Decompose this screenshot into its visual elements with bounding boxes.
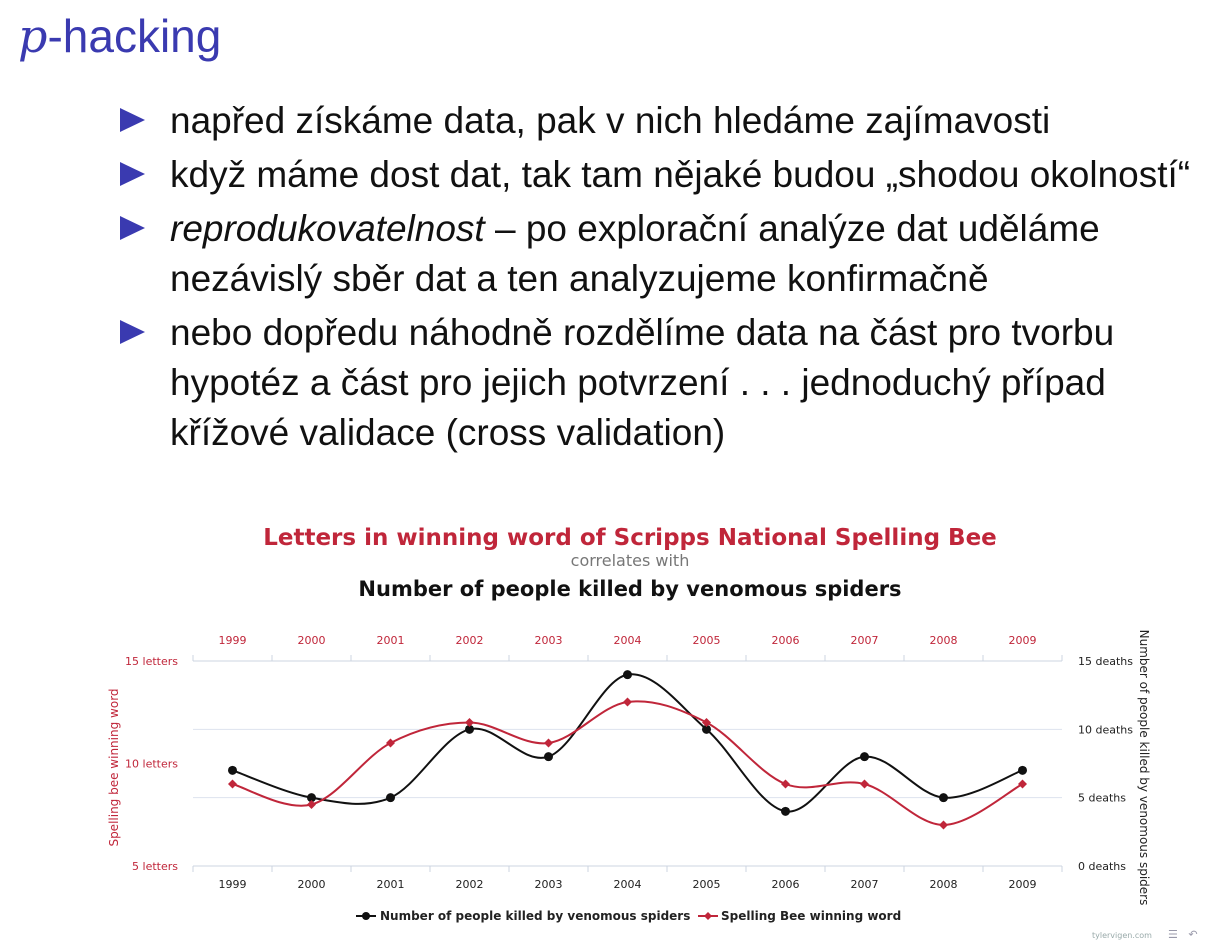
menu-icon[interactable]: ☰ xyxy=(1168,928,1178,941)
chart-axes: 1999 1999 2000 2000 2001 2001 2002 2002 2003 2003… xyxy=(107,630,1151,906)
right-tick-label: 0 deaths xyxy=(1078,860,1126,873)
data-point-spelling xyxy=(623,697,632,707)
data-point-spelling xyxy=(307,800,316,809)
legend-marker-spiders xyxy=(362,912,370,920)
chart-title-2: Number of people killed by venomous spid… xyxy=(358,577,901,601)
bullet-item: když máme dost dat, tak tam nějaké budou… xyxy=(118,150,1218,200)
data-point-spiders xyxy=(465,724,474,734)
data-point-spiders xyxy=(307,793,316,803)
x-tick-label-bottom: 2004 xyxy=(614,878,642,891)
x-tick-label-bottom: 2008 xyxy=(930,878,958,891)
data-point-spiders xyxy=(702,724,711,734)
data-point-spelling xyxy=(386,738,395,748)
bullet-emphasis: reprodukovatelnost xyxy=(170,208,485,249)
x-tick-label-top: 2009 xyxy=(1009,634,1037,647)
x-tick-label-bottom: 2002 xyxy=(456,878,484,891)
x-tick-label-top: 2007 xyxy=(851,634,879,647)
data-point-spelling xyxy=(228,779,237,789)
series-line-spelling xyxy=(232,700,1023,827)
series-line-spiders xyxy=(232,673,1023,813)
data-point-spelling xyxy=(860,779,869,789)
right-axis-title: Number of people killed by venomous spid… xyxy=(1137,630,1151,906)
x-tick-label-bottom: 2003 xyxy=(535,878,563,891)
data-point-spelling xyxy=(781,779,790,789)
data-point-spelling xyxy=(465,718,474,727)
x-tick-label-top: 2001 xyxy=(377,634,405,647)
x-tick-label-top: 2003 xyxy=(535,634,563,647)
x-tick-label-top: 2005 xyxy=(693,634,721,647)
data-point-spiders xyxy=(228,765,237,775)
undo-icon[interactable]: ↶ xyxy=(1188,928,1198,941)
x-tick-label-top: 2004 xyxy=(614,634,642,647)
legend-label-spelling: Spelling Bee winning word xyxy=(721,909,901,923)
slide-nav: ☰ ↶ xyxy=(1168,928,1198,941)
x-tick-label-bottom: 2000 xyxy=(298,878,326,891)
right-tick-label: 5 deaths xyxy=(1078,792,1126,805)
data-point-spiders xyxy=(1018,765,1027,775)
slide-title: p-hacking xyxy=(18,8,221,64)
left-tick-label: 5 letters xyxy=(132,860,178,873)
right-tick-label: 10 deaths xyxy=(1078,723,1133,736)
slide-title-p: p xyxy=(18,9,48,63)
data-point-spiders xyxy=(386,793,395,803)
correlation-chart: Letters in winning word of Scripps Natio… xyxy=(107,525,1151,923)
bullet-triangle-icon xyxy=(120,216,145,240)
data-point-spiders xyxy=(623,670,632,680)
data-point-spelling xyxy=(544,738,553,748)
x-tick-label-top: 2008 xyxy=(930,634,958,647)
data-point-spelling xyxy=(702,718,711,727)
data-point-spiders xyxy=(544,752,553,762)
chart-title: Letters in winning word of Scripps Natio… xyxy=(263,525,997,551)
x-tick-label-bottom: 2006 xyxy=(772,878,800,891)
legend-label-spiders: Number of people killed by venomous spid… xyxy=(380,909,690,923)
x-tick-label-bottom: 2005 xyxy=(693,878,721,891)
data-point-spelling xyxy=(939,820,948,830)
x-tick-label-bottom: 2007 xyxy=(851,878,879,891)
x-tick-label-bottom: 2001 xyxy=(377,878,405,891)
legend-marker-spelling xyxy=(704,912,712,920)
left-tick-label: 15 letters xyxy=(125,655,178,668)
chart-grid xyxy=(193,660,1062,867)
bullet-triangle-icon xyxy=(120,162,145,186)
bullet-item: reprodukovatelnost – po explorační analý… xyxy=(118,204,1218,304)
bullet-text: napřed získáme data, pak v nich hledáme … xyxy=(170,100,1051,141)
x-tick-label-top: 1999 xyxy=(219,634,247,647)
left-axis-title: Spelling bee winning word xyxy=(107,688,121,846)
bullet-item: napřed získáme data, pak v nich hledáme … xyxy=(118,96,1218,146)
bullet-text: když máme dost dat, tak tam nějaké budou… xyxy=(170,154,1191,195)
left-tick-label: 10 letters xyxy=(125,758,178,771)
source-watermark: tylervigen.com xyxy=(1092,931,1152,940)
bullet-text: nebo dopředu náhodně rozdělíme data na č… xyxy=(170,312,1115,453)
right-tick-label: 15 deaths xyxy=(1078,655,1133,668)
x-tick-label-top: 2002 xyxy=(456,634,484,647)
data-point-spiders xyxy=(860,752,869,762)
bullet-triangle-icon xyxy=(120,320,145,344)
slide-title-rest: -hacking xyxy=(47,10,222,62)
chart-subtitle: correlates with xyxy=(571,551,690,570)
x-tick-label-bottom: 2009 xyxy=(1009,878,1037,891)
chart-series xyxy=(228,670,1027,830)
bullet-list: napřed získáme data, pak v nich hledáme … xyxy=(118,96,1218,462)
x-tick-label-bottom: 1999 xyxy=(219,878,247,891)
data-point-spiders xyxy=(781,806,790,816)
x-tick-label-top: 2006 xyxy=(772,634,800,647)
x-tick-label-top: 2000 xyxy=(298,634,326,647)
data-point-spiders xyxy=(939,793,948,803)
bullet-triangle-icon xyxy=(120,108,145,132)
data-point-spelling xyxy=(1018,779,1027,789)
bullet-text: – po explorační analýze dat uděláme nezá… xyxy=(170,208,1100,299)
bullet-item: nebo dopředu náhodně rozdělíme data na č… xyxy=(118,308,1218,458)
chart-legend: Number of people killed by venomous spid… xyxy=(356,909,901,923)
